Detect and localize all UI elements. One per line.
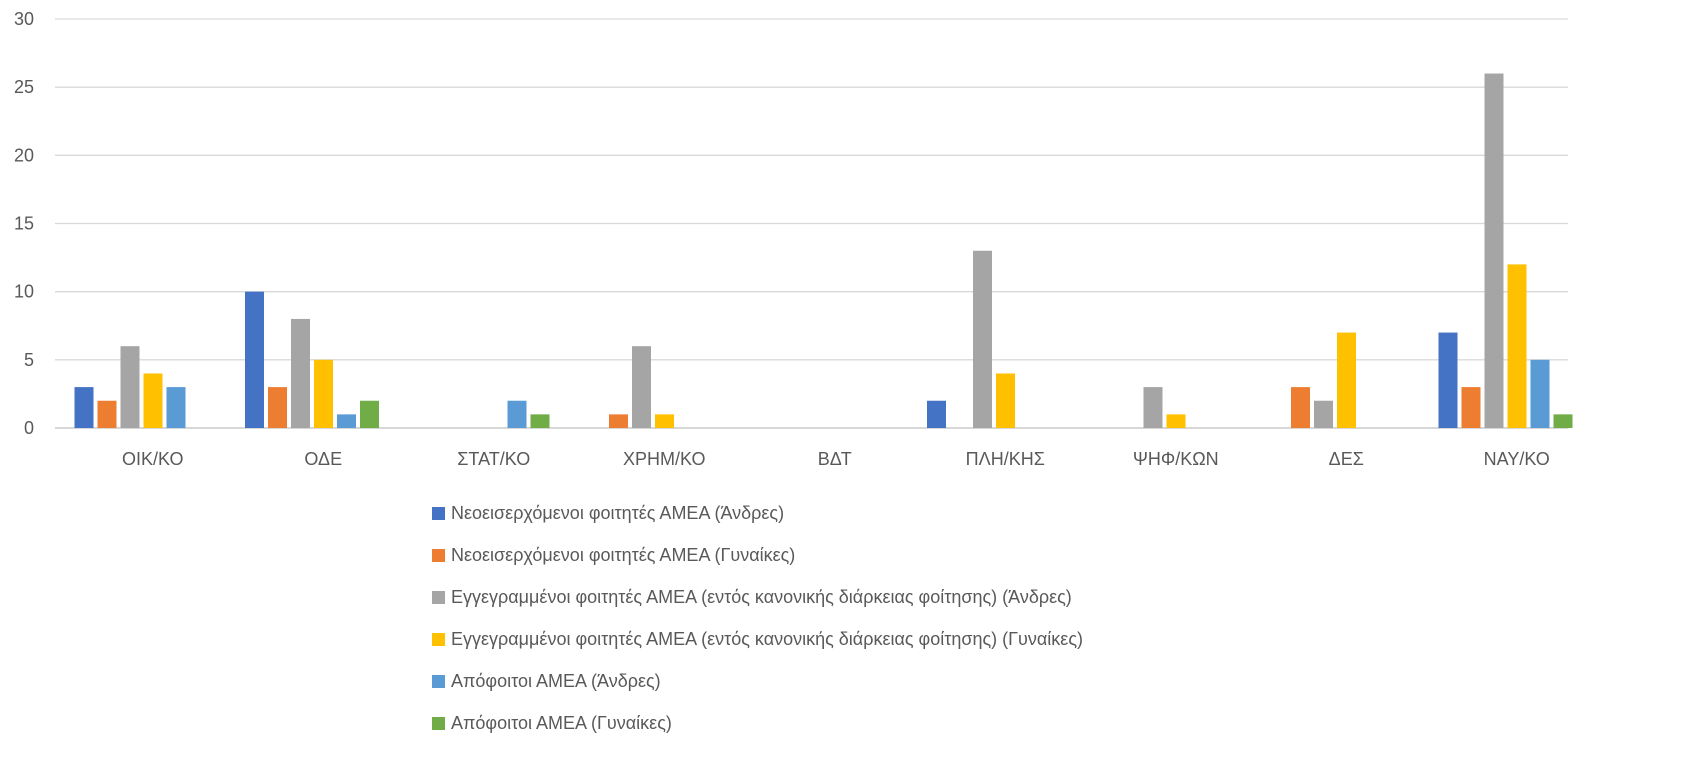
x-category-label: ΒΔΤ (818, 449, 852, 469)
bar (1530, 359, 1550, 428)
legend-label: Απόφοιτοι ΑΜΕΑ (Γυναίκες) (451, 712, 672, 733)
x-axis-category-labels: ΟΙΚ/ΚΟ ΟΔΕ ΣΤΑΤ/ΚΟ ΧΡΗΜ/ΚΟ ΒΔΤ ΠΛΗ/ΚΗΣ ΨΗΦ/ΚΩΝ… (122, 449, 1550, 469)
bar (1507, 264, 1527, 428)
legend-label: Νεοεισερχόμενοι φοιτητές ΑΜΕΑ (Άνδρες) (451, 502, 785, 523)
x-category-label: ΠΛΗ/ΚΗΣ (966, 449, 1045, 469)
bars (74, 73, 1573, 429)
x-category-label: ΝΑΥ/ΚΟ (1484, 449, 1550, 469)
x-category-label: ΨΗΦ/ΚΩΝ (1133, 449, 1219, 469)
bar (1553, 414, 1573, 428)
legend-swatch (432, 632, 445, 646)
x-category-label: ΟΙΚ/ΚΟ (122, 449, 183, 469)
legend-swatch (432, 548, 445, 562)
legend-swatch (432, 590, 445, 604)
y-tick-label: 20 (14, 145, 34, 165)
x-category-label: ΟΔΕ (304, 449, 342, 469)
y-tick-label: 15 (14, 214, 34, 234)
x-category-label: ΔΕΣ (1329, 449, 1364, 469)
legend-swatch (432, 716, 445, 730)
legend-swatch (432, 674, 445, 688)
legend-item: Απόφοιτοι ΑΜΕΑ (Άνδρες) (432, 660, 1083, 702)
bar (120, 346, 140, 428)
legend-item: Απόφοιτοι ΑΜΕΑ (Γυναίκες) (432, 702, 1083, 744)
y-axis-tick-labels: 0 5 10 15 20 25 30 (14, 9, 34, 438)
legend: Νεοεισερχόμενοι φοιτητές ΑΜΕΑ (Άνδρες) Νε… (432, 492, 1083, 744)
bar (1337, 332, 1356, 428)
x-category-label: ΧΡΗΜ/ΚΟ (623, 449, 705, 469)
bar (1461, 387, 1481, 428)
y-tick-label: 30 (14, 9, 34, 29)
y-tick-label: 25 (14, 77, 34, 97)
bar (143, 373, 163, 428)
bar (927, 400, 946, 428)
bar (1438, 332, 1458, 428)
bar (360, 400, 379, 428)
bar (973, 250, 992, 428)
legend-item: Εγγεγραμμένοι φοιτητές ΑΜΕΑ (εντός κανον… (432, 618, 1083, 660)
bar (507, 400, 527, 428)
bar (291, 318, 310, 428)
bar (1143, 387, 1163, 428)
bar (245, 291, 264, 428)
bar (1166, 414, 1186, 428)
legend-item: Νεοεισερχόμενοι φοιτητές ΑΜΕΑ (Άνδρες) (432, 492, 1083, 534)
bar (632, 346, 651, 428)
legend-label: Απόφοιτοι ΑΜΕΑ (Άνδρες) (451, 670, 661, 691)
bar (1291, 387, 1310, 428)
y-tick-label: 10 (14, 282, 34, 302)
bar (655, 414, 674, 428)
y-tick-label: 5 (24, 350, 34, 370)
bar (314, 359, 333, 428)
bar (74, 387, 94, 428)
legend-label: Εγγεγραμμένοι φοιτητές ΑΜΕΑ (εντός κανον… (451, 628, 1084, 649)
bar (97, 400, 117, 428)
y-tick-label: 0 (24, 418, 34, 438)
bar (268, 387, 287, 428)
bar (609, 414, 628, 428)
bar (337, 414, 356, 428)
legend-swatch (432, 506, 445, 520)
legend-label: Νεοεισερχόμενοι φοιτητές ΑΜΕΑ (Γυναίκες) (451, 544, 796, 565)
bar (530, 414, 550, 428)
legend-item: Εγγεγραμμένοι φοιτητές ΑΜΕΑ (εντός κανον… (432, 576, 1083, 618)
bar (1484, 73, 1504, 429)
bar (996, 373, 1015, 428)
legend-item: Νεοεισερχόμενοι φοιτητές ΑΜΕΑ (Γυναίκες) (432, 534, 1083, 576)
bar (166, 387, 186, 428)
x-category-label: ΣΤΑΤ/ΚΟ (457, 449, 530, 469)
bar (1314, 400, 1333, 428)
legend-label: Εγγεγραμμένοι φοιτητές ΑΜΕΑ (εντός κανον… (451, 586, 1072, 607)
